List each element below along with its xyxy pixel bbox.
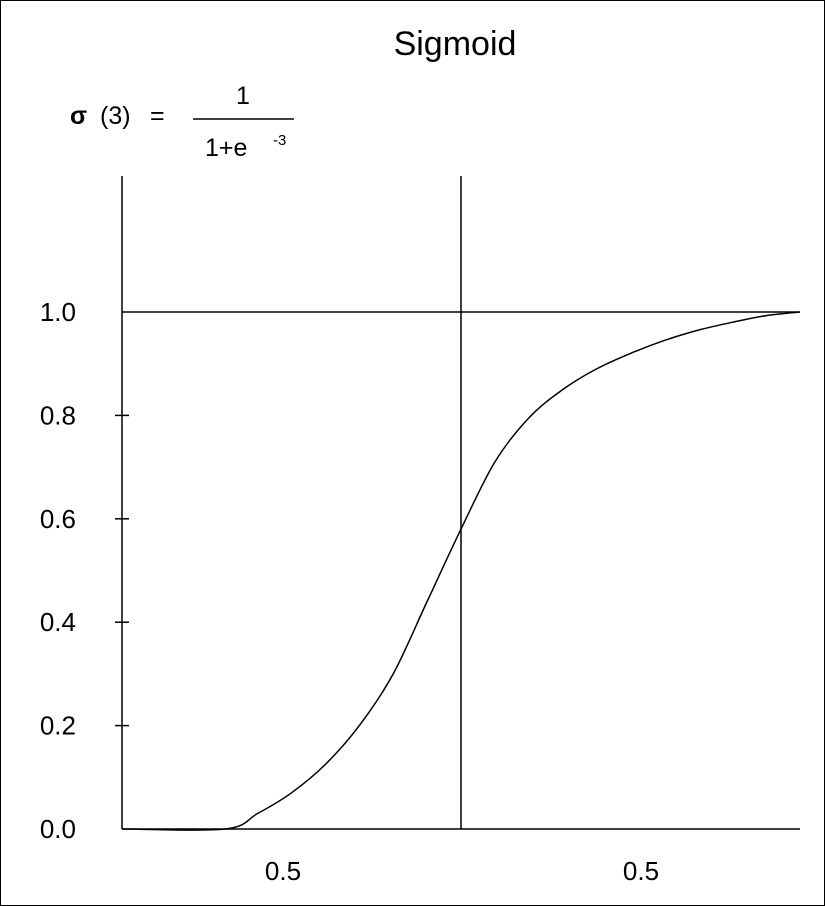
formula-exponent: -3 (273, 132, 286, 149)
y-axis-ticks: 0.0 0.2 0.4 0.6 0.8 1.0 (40, 297, 129, 844)
series-line (121, 311, 801, 831)
formula-denominator: 1+e (205, 134, 247, 162)
y-tick-label: 0.2 (40, 711, 76, 741)
x-tick-label: 0.5 (623, 856, 659, 886)
formula: σ (3) = 1 1+e -3 (70, 82, 294, 162)
formula-argument: (3) (100, 102, 131, 130)
chart-title: Sigmoid (394, 25, 517, 63)
y-tick-label: 1.0 (40, 297, 76, 327)
y-tick-label: 0.4 (40, 607, 76, 637)
formula-numerator: 1 (236, 82, 250, 110)
y-tick-label: 0.6 (40, 504, 76, 534)
formula-equals: = (150, 102, 165, 130)
y-tick-label: 0.8 (40, 400, 76, 430)
x-tick-label: 0.5 (265, 856, 301, 886)
formula-sigma: σ (70, 102, 87, 130)
y-tick-label: 0.0 (40, 814, 76, 844)
